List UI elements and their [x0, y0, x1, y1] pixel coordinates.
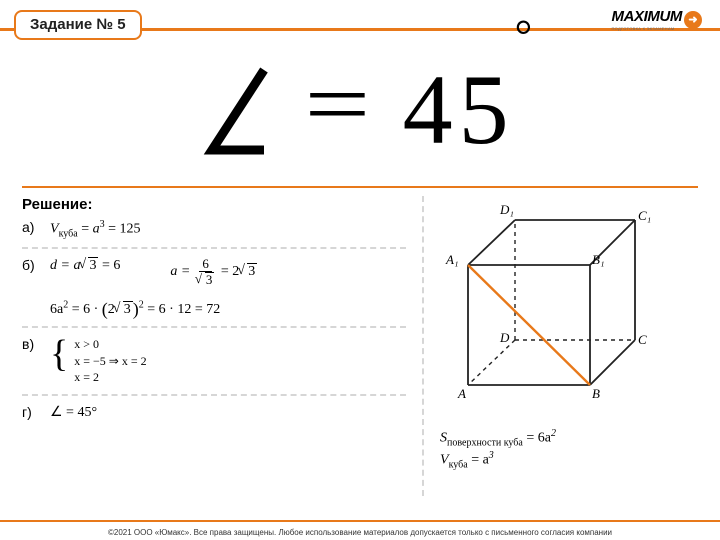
vertex-D1: D₁ — [500, 202, 514, 218]
vertex-A: A — [458, 386, 466, 402]
cube-svg — [440, 200, 670, 420]
brand-text: MAXIMUM — [611, 8, 682, 25]
equals-sign: = — [304, 60, 370, 150]
vertex-B: B — [592, 386, 600, 402]
label-v: в) — [22, 336, 40, 352]
brand-icon: ➜ — [684, 11, 702, 29]
slide: Задание № 5 MAXIMUM ПОДГОТОВКА К ЭКЗАМЕН… — [0, 0, 720, 540]
section-rule — [22, 186, 698, 188]
footer-text: ©2021 ООО «Юмакс». Все права защищены. Л… — [0, 528, 720, 537]
brand: MAXIMUM ПОДГОТОВКА К ЭКЗАМЕНАМ ➜ — [611, 8, 702, 31]
row-divider — [22, 247, 406, 249]
footer-rule — [0, 520, 720, 522]
row-divider — [22, 394, 406, 396]
solution-row-g: г) ∠ = 45° — [22, 404, 406, 421]
task-chip: Задание № 5 — [14, 10, 142, 40]
formula-b-line2: 6a2 = 6 · (23)2 = 6 · 12 = 72 — [50, 297, 220, 318]
solution-column: Решение: а) Vкуба = a3 = 125 б) d = a3 =… — [22, 196, 422, 506]
headline-equation: = 45° — [90, 60, 650, 170]
degree-sign: ° — [515, 11, 539, 60]
solution-title: Решение: — [22, 196, 406, 213]
label-g: г) — [22, 404, 40, 420]
content-body: Решение: а) Vкуба = a3 = 125 б) d = a3 =… — [22, 196, 698, 506]
vertex-C1: C₁ — [638, 208, 651, 224]
vertex-C: C — [638, 332, 647, 348]
formula-b-line1b: a = 63 = 23 — [170, 257, 257, 286]
cube-figure: A B C D A₁ B₁ C₁ D₁ — [440, 200, 670, 420]
vertex-B1: B₁ — [592, 252, 604, 268]
solution-row-a: а) Vкуба = a3 = 125 — [22, 219, 406, 239]
formula-g: ∠ = 45° — [50, 404, 97, 421]
formula-b-line1: d = a3 = 6 — [50, 257, 120, 274]
solution-row-b: б) d = a3 = 6 a = 63 = 23 — [22, 257, 406, 286]
surface-formula: Sповерхности куба = 6a2 — [440, 428, 556, 448]
solution-row-v: в) { x > 0 x = −5 ⇒ x = 2 x = 2 — [22, 336, 406, 386]
figure-column: A B C D A₁ B₁ C₁ D₁ Sповерхности куба = … — [424, 196, 698, 506]
formula-v: { x > 0 x = −5 ⇒ x = 2 x = 2 — [50, 336, 147, 386]
angle-icon — [202, 60, 272, 160]
vertex-D: D — [500, 330, 509, 346]
brand-subtext: ПОДГОТОВКА К ЭКЗАМЕНАМ — [611, 26, 682, 31]
formula-a: Vкуба = a3 = 125 — [50, 219, 141, 239]
label-b: б) — [22, 257, 40, 273]
solution-row-b-2: 6a2 = 6 · (23)2 = 6 · 12 = 72 — [22, 297, 406, 318]
vertex-A1: A₁ — [446, 252, 458, 268]
volume-formula: Vкуба = a3 — [440, 450, 494, 470]
angle-value: 45 — [403, 54, 515, 165]
label-a: а) — [22, 219, 40, 235]
brace-icon: { — [50, 336, 68, 372]
row-divider — [22, 326, 406, 328]
